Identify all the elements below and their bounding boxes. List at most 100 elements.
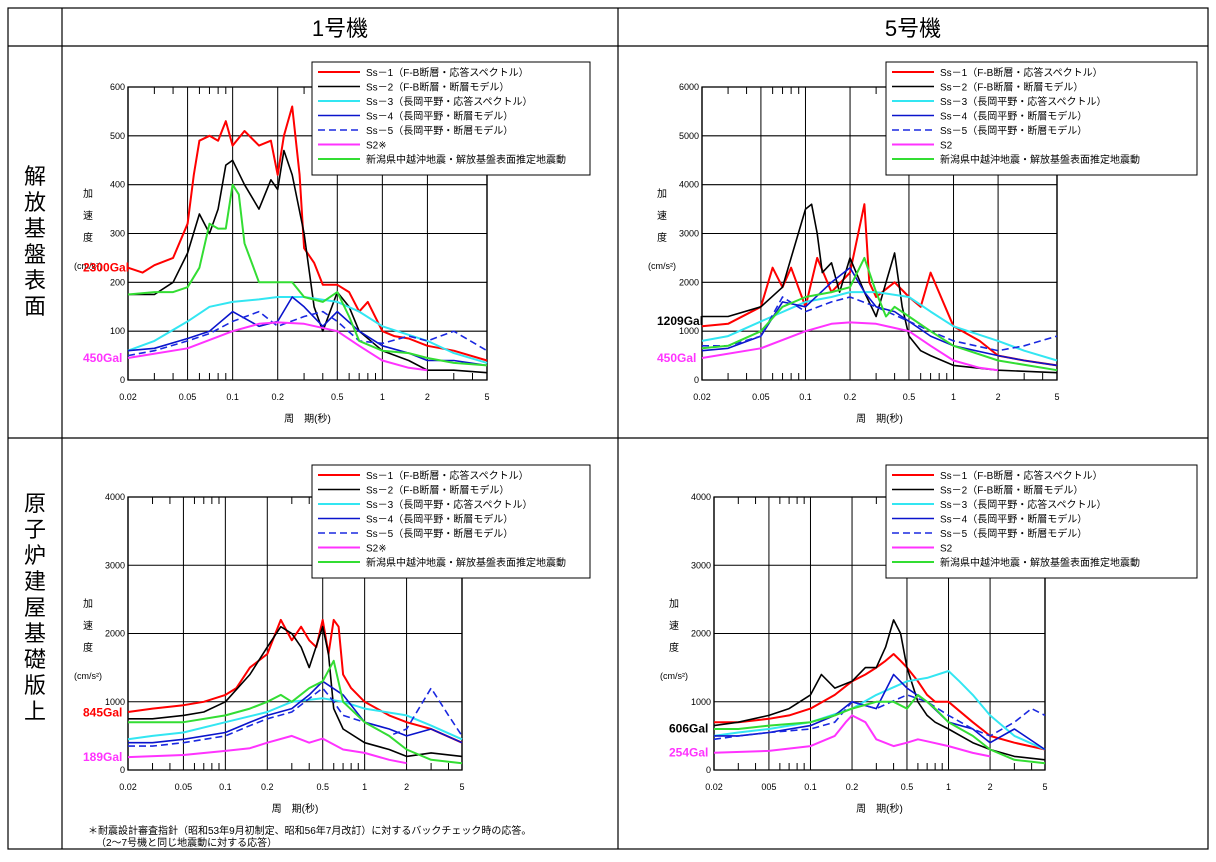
legend-label: S2 xyxy=(940,141,953,152)
series-line xyxy=(714,673,1046,751)
x-tick-label: 0.5 xyxy=(331,392,344,402)
y-tick-label: 100 xyxy=(110,326,125,336)
legend-label: Ss－2（F-B断層・断層モデル） xyxy=(366,484,509,497)
x-tick-label: 0.02 xyxy=(119,782,137,792)
x-tick-label: 1 xyxy=(946,782,951,792)
x-tick-label: 2 xyxy=(988,782,993,792)
chart-panel: 0 1000 2000 3000 4000 5000 6000 0.02 0.05 0.1 0.2 0… xyxy=(648,61,1198,425)
y-axis-label-char: 度 xyxy=(657,231,667,244)
legend-label: Ss－4（長岡平野・断層モデル） xyxy=(366,110,513,123)
legend-label: Ss－3（長岡平野・応答スペクトル） xyxy=(940,498,1107,511)
x-tick-label: 0.1 xyxy=(799,392,812,402)
y-axis-label-char: 加 xyxy=(83,188,93,200)
series-line xyxy=(713,670,1046,751)
series-line xyxy=(701,256,1058,372)
x-tick-label: 005 xyxy=(761,782,776,792)
row-label-char: 基 xyxy=(24,216,46,241)
legend-label: 新潟県中越沖地震・解放基盤表面推定地震動 xyxy=(366,153,566,166)
x-tick-label: 0.02 xyxy=(119,392,137,402)
legend-label: Ss－5（長岡平野・断層モデル） xyxy=(940,124,1087,137)
y-tick-label: 1000 xyxy=(679,326,699,336)
series-line xyxy=(702,296,1058,352)
series-line xyxy=(713,619,1046,761)
series-line xyxy=(127,183,488,367)
y-axis-label-char: 度 xyxy=(83,231,93,244)
legend-label: 新潟県中越沖地震・解放基盤表面推定地震動 xyxy=(940,153,1140,166)
legend-label: S2※ xyxy=(366,544,387,555)
x-tick-label: 0.2 xyxy=(846,782,859,792)
legend-label: 新潟県中越沖地震・解放基盤表面推定地震動 xyxy=(366,556,566,569)
y-tick-label: 0 xyxy=(694,375,699,385)
y-axis-label-char: 加 xyxy=(657,188,667,200)
series-line xyxy=(127,310,488,357)
legend-box xyxy=(885,464,1198,579)
legend-label: Ss－2（F-B断層・断層モデル） xyxy=(940,484,1083,497)
y-tick-label: 2000 xyxy=(105,629,125,639)
x-tick-label: 2 xyxy=(425,392,430,402)
x-tick-label: 0.2 xyxy=(844,392,857,402)
legend-label: Ss－1（F-B断層・応答スペクトル） xyxy=(366,469,529,482)
x-tick-label: 5 xyxy=(1054,392,1059,402)
series-line xyxy=(714,693,1046,765)
annotation-label: 845Gal xyxy=(83,705,122,719)
annotation-label: 606Gal xyxy=(669,722,708,736)
annotation-label: 450Gal xyxy=(83,351,122,365)
y-axis-unit: (cm/s²) xyxy=(74,671,102,681)
row-label-char: 礎 xyxy=(24,647,46,672)
x-tick-label: 0.2 xyxy=(261,782,274,792)
y-tick-label: 400 xyxy=(110,180,125,190)
y-tick-label: 600 xyxy=(110,82,125,92)
legend-label: Ss－3（長岡平野・応答スペクトル） xyxy=(366,498,533,511)
y-axis-unit: (cm/s²) xyxy=(660,671,688,681)
annotation-label: 189Gal xyxy=(83,750,122,764)
legend-label: Ss－2（F-B断層・断層モデル） xyxy=(366,81,509,94)
x-tick-label: 2 xyxy=(996,392,1001,402)
y-tick-label: 4000 xyxy=(691,492,711,502)
x-tick-label: 0.05 xyxy=(179,392,197,402)
legend-label: S2 xyxy=(940,544,953,555)
legend-label: Ss－5（長岡平野・断層モデル） xyxy=(366,124,513,137)
series-line xyxy=(128,625,463,758)
y-tick-label: 3000 xyxy=(691,560,711,570)
series-line xyxy=(701,321,999,372)
annotation-label: 2300Gal xyxy=(83,261,129,275)
legend-label: S2※ xyxy=(366,141,387,152)
row-label-char: 屋 xyxy=(24,595,46,620)
x-tick-label: 0.05 xyxy=(752,392,770,402)
y-tick-label: 2000 xyxy=(691,629,711,639)
legend-box xyxy=(311,61,591,176)
y-axis-unit: (cm/s²) xyxy=(648,261,676,271)
x-tick-label: 0.2 xyxy=(271,392,284,402)
legend-label: Ss－5（長岡平野・断層モデル） xyxy=(940,527,1087,540)
series-line xyxy=(713,694,1046,741)
row-label-char: 盤 xyxy=(24,242,46,267)
row-label-char: 原 xyxy=(24,491,46,516)
row-label-char: 炉 xyxy=(24,543,46,568)
x-tick-label: 0.5 xyxy=(901,782,914,792)
y-tick-label: 0 xyxy=(120,765,125,775)
y-tick-label: 300 xyxy=(110,229,125,239)
x-tick-label: 0.1 xyxy=(226,392,239,402)
x-tick-label: 1 xyxy=(951,392,956,402)
x-tick-label: 0.5 xyxy=(903,392,916,402)
legend: Ss－1（F-B断層・応答スペクトル） Ss－2（F-B断層・断層モデル）Ss－3… xyxy=(885,464,1198,579)
chart-panel: 0 1000 2000 3000 4000 0.02 005 0.1 0.2 0.5 1 2 5 加速度 (… xyxy=(660,464,1198,815)
x-axis-label: 周 期(秒) xyxy=(284,412,331,425)
series-line xyxy=(127,734,407,765)
x-axis-label: 周 期(秒) xyxy=(272,802,319,815)
series-line xyxy=(714,653,1046,751)
x-tick-label: 1 xyxy=(362,782,367,792)
y-axis-unit: (cm/s²) xyxy=(74,261,102,271)
plot-frame xyxy=(701,86,1058,381)
chart-panel: 0 1000 2000 3000 4000 0.02 0.05 0.1 0.2 0.5 1 2 5 加速度… xyxy=(74,464,591,815)
y-tick-label: 4000 xyxy=(679,180,699,190)
row-label-char: 建 xyxy=(24,569,46,594)
y-axis-label-char: 度 xyxy=(83,641,93,654)
header-unit5: 5号機 xyxy=(885,16,941,41)
x-tick-label: 0.1 xyxy=(219,782,232,792)
series-line xyxy=(127,321,428,372)
